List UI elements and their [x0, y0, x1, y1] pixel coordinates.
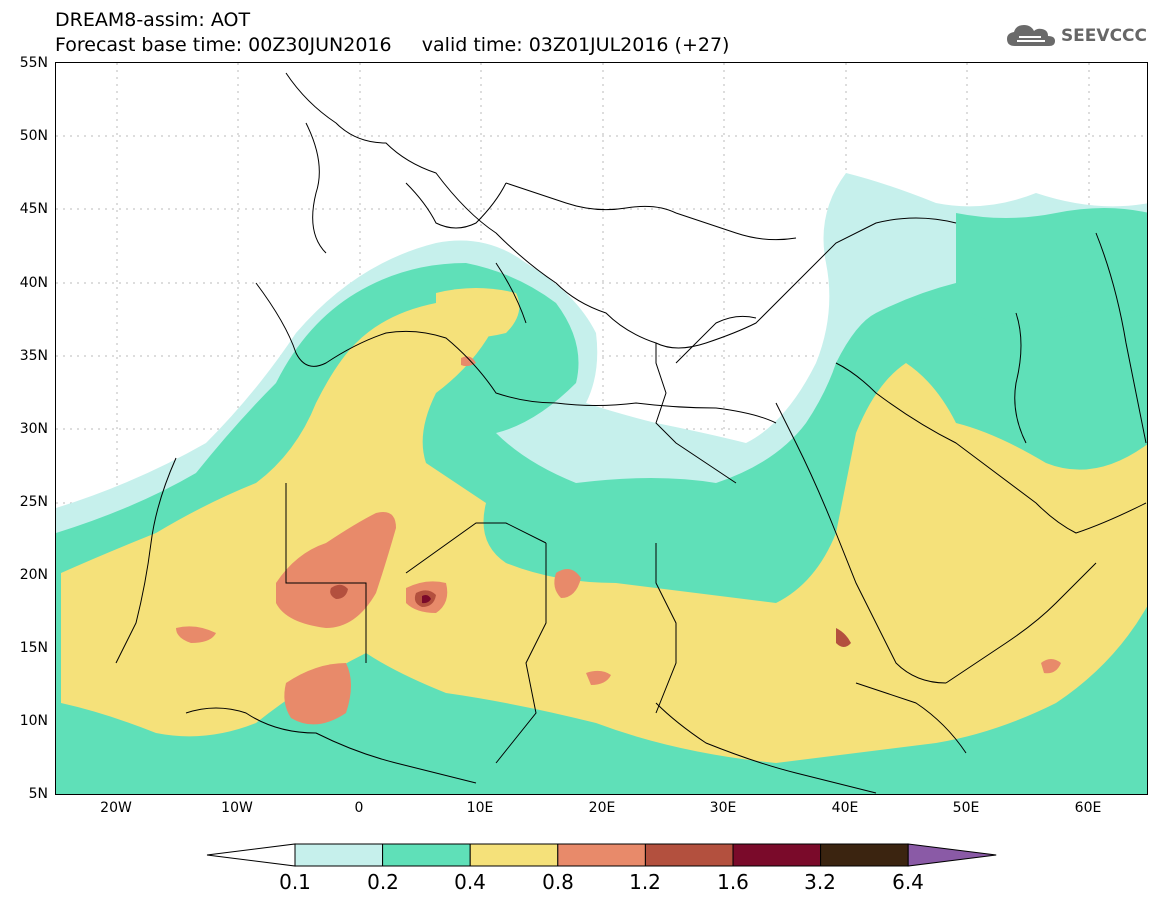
lat-label: 20N — [19, 567, 48, 583]
lat-label: 40N — [19, 275, 48, 291]
aot-level-1.6 — [422, 595, 431, 604]
lat-label: 30N — [19, 421, 48, 437]
logo-text: SEEVCCC — [1060, 26, 1147, 46]
map-title: DREAM8-assim: AOT — [55, 9, 251, 31]
aot-map — [56, 63, 1147, 794]
lat-label: 25N — [19, 494, 48, 510]
colorbar-segment — [732, 843, 822, 867]
map-panel — [55, 62, 1148, 795]
lat-label: 35N — [19, 348, 48, 364]
colorbar-label: 1.2 — [629, 870, 661, 894]
lon-label: 30E — [709, 800, 737, 816]
colorbar-segment — [557, 843, 646, 867]
seevccc-logo: SEEVCCC — [1005, 22, 1147, 50]
colorbar-label: 0.2 — [367, 870, 399, 894]
lat-label: 55N — [19, 55, 48, 71]
map-subtitle: Forecast base time: 00Z30JUN2016 valid t… — [55, 34, 730, 56]
lat-label: 45N — [19, 201, 48, 217]
lon-label: 20E — [588, 800, 616, 816]
lon-label: 40E — [831, 800, 859, 816]
lon-label: 10E — [466, 800, 494, 816]
colorbar-segment — [820, 843, 909, 867]
lon-label: 50E — [952, 800, 980, 816]
lat-label: 15N — [19, 640, 48, 656]
coastlines-borders — [115, 72, 1147, 794]
lon-label: 10W — [221, 800, 253, 816]
aot-level-0.4 — [61, 288, 1147, 763]
cloud-icon — [1006, 25, 1055, 46]
colorbar-segment — [469, 843, 559, 867]
lon-label: 60E — [1074, 800, 1102, 816]
colorbar-segment — [382, 843, 471, 867]
lon-label: 20W — [100, 800, 132, 816]
lat-label: 50N — [19, 128, 48, 144]
colorbar-label: 3.2 — [804, 870, 836, 894]
colorbar-arrow-high — [907, 843, 997, 867]
colorbar-segment — [644, 843, 734, 867]
colorbar-arrow-low — [206, 843, 296, 867]
aot-colorbar — [206, 843, 997, 867]
colorbar-label: 0.4 — [454, 870, 486, 894]
colorbar-label: 1.6 — [717, 870, 749, 894]
lat-label: 10N — [19, 713, 48, 729]
colorbar-label: 6.4 — [892, 870, 924, 894]
lat-label: 5N — [28, 786, 48, 802]
colorbar-label: 0.8 — [542, 870, 574, 894]
colorbar-label: 0.1 — [279, 870, 311, 894]
colorbar-segment — [294, 843, 384, 867]
lon-label: 0 — [354, 800, 364, 816]
